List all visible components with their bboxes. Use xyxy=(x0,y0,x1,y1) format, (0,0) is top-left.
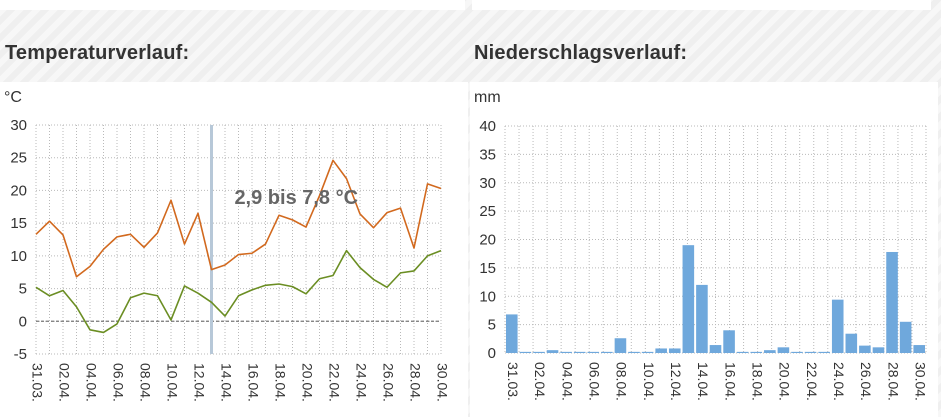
x-tick-label: 18.04. xyxy=(272,363,288,402)
y-tick-label: 30 xyxy=(10,117,27,134)
x-tick-label: 22.04. xyxy=(326,363,342,402)
temperature-title: Temperaturverlauf: xyxy=(5,42,190,64)
x-tick-label: 31.03. xyxy=(505,362,521,401)
x-tick-label: 08.04. xyxy=(614,362,630,401)
top-card-right xyxy=(472,0,931,10)
y-tick-label: 30 xyxy=(479,175,496,192)
precip-bar xyxy=(818,351,830,353)
precip-bar xyxy=(696,284,708,353)
x-tick-label: 26.04. xyxy=(380,363,396,402)
x-tick-label: 26.04. xyxy=(858,362,874,401)
precip-bar xyxy=(845,333,858,353)
precip-bar xyxy=(560,351,572,353)
max-temp-line xyxy=(35,159,442,278)
precip-bar xyxy=(777,347,790,353)
temperature-chart-area: °C -5 0 5 10 15 20 25 30 2,9 bis 7,8 °C 31.03. 02.0… xyxy=(0,82,468,417)
x-tick-label: 02.04. xyxy=(56,363,72,402)
precip-bar xyxy=(506,314,518,353)
y-tick-label: 35 xyxy=(479,146,496,163)
precip-bar xyxy=(899,321,912,353)
y-tick-label: 5 xyxy=(488,317,496,334)
temperature-chart: °C -5 0 5 10 15 20 25 30 2,9 bis 7,8 °C 31.03. 02.0… xyxy=(4,89,450,402)
range-annotation: 2,9 bis 7,8 °C xyxy=(234,187,358,209)
precipitation-chart-area: mm 0 5 10 15 20 25 30 35 40 31.03. 02.04. 04.04. 06.0… xyxy=(470,82,938,417)
precip-bar xyxy=(709,345,722,353)
x-tick-label: 20.04. xyxy=(777,362,793,401)
x-tick-label: 02.04. xyxy=(532,362,548,401)
x-tick-label: 12.04. xyxy=(191,363,207,402)
y-tick-label: 25 xyxy=(10,150,27,167)
x-tick-label: 28.04. xyxy=(885,362,901,401)
precip-bar xyxy=(614,338,627,353)
x-tick-label: 20.04. xyxy=(299,363,315,402)
precip-bar xyxy=(831,299,844,353)
y-tick-label: 20 xyxy=(10,182,27,199)
y-axis-unit: mm xyxy=(474,89,501,106)
y-tick-label: 40 xyxy=(479,118,496,135)
precip-bar xyxy=(668,348,681,353)
precip-bar xyxy=(641,351,654,353)
precip-bar xyxy=(859,345,871,353)
y-tick-label: 25 xyxy=(479,203,496,220)
precip-bar xyxy=(913,345,925,353)
x-tick-label: 16.04. xyxy=(722,362,738,401)
precip-bar xyxy=(655,348,667,353)
precip-bar xyxy=(546,350,559,353)
x-tick-label: 04.04. xyxy=(559,362,575,401)
y-tick-label: 0 xyxy=(488,345,496,362)
x-tick-label: 30.04. xyxy=(913,362,929,401)
y-axis-unit: °C xyxy=(4,89,22,106)
precip-bar xyxy=(886,251,898,353)
precip-bar xyxy=(723,330,735,353)
x-tick-label: 14.04. xyxy=(695,362,711,401)
precip-bar xyxy=(573,351,586,353)
precip-bar xyxy=(519,351,532,353)
x-tick-label: 04.04. xyxy=(83,363,99,402)
precip-bar xyxy=(750,351,763,353)
x-tick-label: 10.04. xyxy=(641,362,657,401)
precip-bar xyxy=(736,351,749,353)
x-tick-label: 14.04. xyxy=(218,363,234,402)
y-tick-label: 15 xyxy=(479,260,496,277)
y-tick-label: 5 xyxy=(19,281,27,298)
x-tick-label: 24.04. xyxy=(831,362,847,401)
precipitation-chart: mm 0 5 10 15 20 25 30 35 40 31.03. 02.04. 04.04. 06.0… xyxy=(474,89,929,401)
top-card-left xyxy=(0,0,465,10)
x-tick-label: 28.04. xyxy=(407,363,423,402)
y-tick-label: 15 xyxy=(10,215,27,232)
x-tick-label: 24.04. xyxy=(353,363,369,402)
precipitation-panel: Niederschlagsverlauf: mm 0 5 10 15 20 25 30 35 40… xyxy=(470,38,940,417)
x-tick-label: 06.04. xyxy=(587,362,603,401)
x-tick-label: 16.04. xyxy=(245,363,261,402)
x-tick-label: 08.04. xyxy=(137,363,153,402)
x-tick-label: 18.04. xyxy=(750,362,766,401)
y-tick-label: -5 xyxy=(14,346,27,363)
precip-bar xyxy=(601,351,613,353)
y-tick-label: 20 xyxy=(479,232,496,249)
y-tick-label: 10 xyxy=(10,248,27,265)
precip-bar xyxy=(872,347,885,353)
precip-bar xyxy=(682,245,695,353)
x-tick-label: 31.03. xyxy=(29,363,45,402)
precip-bar xyxy=(533,351,545,353)
x-tick-label: 12.04. xyxy=(668,362,684,401)
temperature-panel: Temperaturverlauf: °C -5 0 5 10 15 20 25 30 2,9 b… xyxy=(0,38,470,417)
min-temp-line xyxy=(35,249,442,334)
precip-bar xyxy=(804,351,817,353)
precipitation-title: Niederschlagsverlauf: xyxy=(474,42,688,64)
x-tick-label: 22.04. xyxy=(804,362,820,401)
x-tick-label: 06.04. xyxy=(110,363,126,402)
y-tick-label: 10 xyxy=(479,288,496,305)
y-tick-label: 0 xyxy=(19,313,27,330)
x-tick-label: 30.04. xyxy=(434,363,450,402)
precip-bar xyxy=(791,351,803,353)
precip-bar xyxy=(587,351,600,353)
precip-bar xyxy=(764,350,776,353)
precip-bar xyxy=(628,351,640,353)
x-tick-label: 10.04. xyxy=(164,363,180,402)
